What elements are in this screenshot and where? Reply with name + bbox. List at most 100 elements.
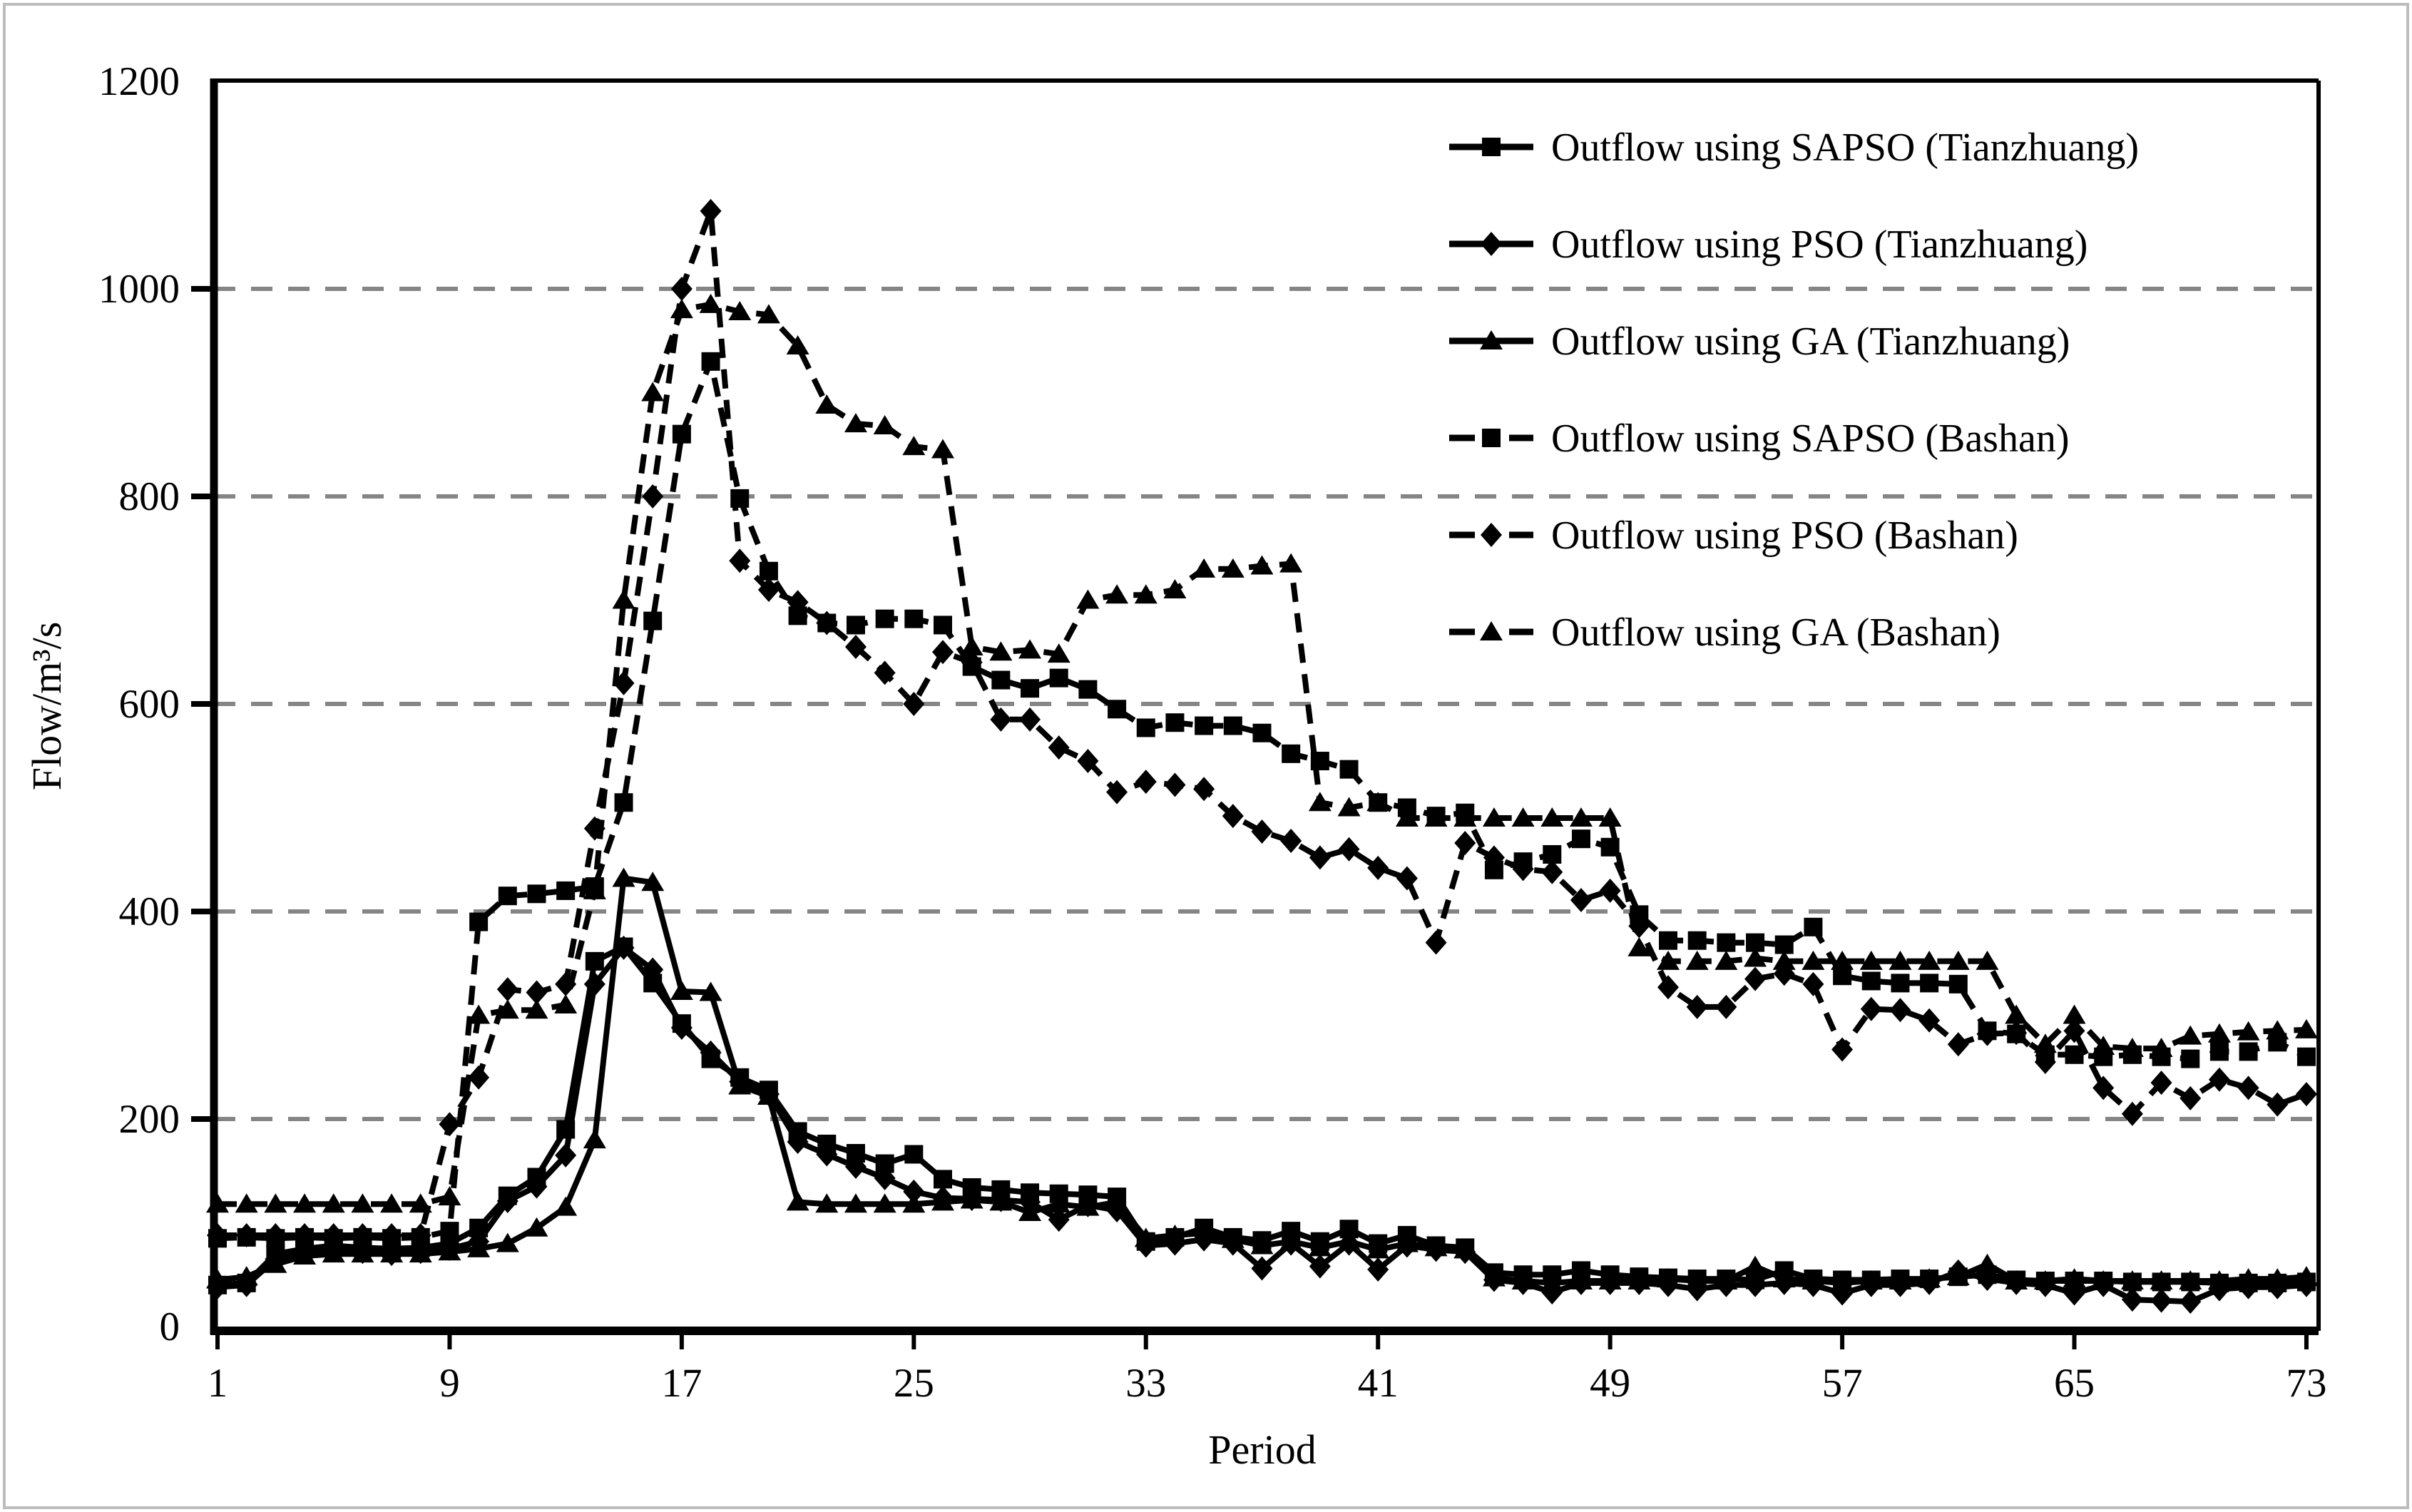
x-tick-label-65: 65 (2054, 1361, 2095, 1406)
marker-diamond (235, 1222, 257, 1247)
marker-diamond (1860, 996, 1882, 1021)
marker-triangle (670, 299, 693, 319)
marker-diamond (1077, 749, 1099, 774)
marker-triangle (2237, 1268, 2260, 1288)
marker-square (1021, 679, 1040, 698)
legend-label-3: Outflow using SAPSO (Bashan) (1551, 417, 2069, 461)
y-tick-label-1200: 1200 (98, 59, 180, 104)
x-tick-label-41: 41 (1358, 1361, 1399, 1406)
marker-square (1108, 700, 1127, 719)
marker-square (440, 1222, 459, 1241)
marker-triangle (322, 1193, 345, 1213)
marker-triangle (786, 335, 809, 355)
marker-diamond (642, 484, 664, 509)
marker-diamond (381, 1222, 403, 1247)
marker-square (759, 561, 778, 581)
marker-triangle (1889, 950, 1912, 970)
marker-diamond (1686, 994, 1708, 1019)
marker-diamond (2063, 1018, 2085, 1043)
marker-triangle (757, 304, 780, 324)
marker-triangle (1772, 1268, 1796, 1288)
marker-triangle (1221, 558, 1245, 578)
marker-diamond (787, 590, 809, 615)
marker-triangle (1598, 1270, 1622, 1289)
marker-triangle (264, 1193, 287, 1213)
marker-diamond (874, 660, 896, 685)
marker-triangle (2033, 1270, 2057, 1289)
marker-square (498, 887, 517, 906)
marker-diamond (1338, 837, 1360, 862)
marker-square (2239, 1042, 2258, 1061)
marker-triangle (1424, 807, 1448, 827)
legend-label-5: Outflow using GA (Bashan) (1551, 611, 2000, 655)
marker-triangle (1279, 553, 1303, 573)
marker-triangle (2005, 1004, 2028, 1024)
marker-diamond (729, 548, 751, 573)
marker-triangle (1134, 584, 1158, 604)
marker-square (1136, 718, 1155, 737)
marker-triangle (206, 1193, 229, 1213)
marker-triangle (699, 981, 722, 1001)
x-tick-label-9: 9 (439, 1361, 460, 1406)
marker-triangle (1105, 1191, 1129, 1211)
marker-triangle (1772, 950, 1796, 970)
y-tick-label-600: 600 (119, 682, 180, 727)
marker-diamond (1048, 1207, 1070, 1232)
marker-triangle (1163, 1224, 1187, 1244)
marker-diamond (265, 1222, 287, 1247)
marker-triangle (496, 1232, 519, 1252)
x-axis-title: Period (1208, 1426, 1316, 1473)
marker-diamond (526, 980, 548, 1005)
marker-triangle (728, 1075, 752, 1095)
marker-triangle (409, 1243, 432, 1263)
marker-triangle (1482, 807, 1506, 827)
marker-triangle (757, 1085, 780, 1105)
marker-triangle (1976, 950, 1999, 970)
marker-diamond (1744, 1272, 1767, 1297)
y-tick-label-200: 200 (119, 1097, 180, 1142)
y-tick-label-800: 800 (119, 474, 180, 519)
marker-triangle (1802, 950, 1825, 970)
marker-diamond (844, 1154, 867, 1179)
marker-triangle (2063, 1268, 2086, 1288)
marker-triangle (1076, 1196, 1100, 1216)
marker-triangle (351, 1193, 374, 1213)
marker-triangle (467, 1237, 491, 1257)
marker-diamond (1222, 804, 1244, 829)
marker-diamond (555, 1143, 577, 1168)
legend-label-4: Outflow using PSO (Bashan) (1551, 514, 2018, 558)
marker-triangle (1134, 1227, 1158, 1247)
marker-diamond (932, 640, 954, 665)
marker-square (904, 609, 924, 628)
marker-triangle (293, 1193, 317, 1213)
x-tick-label-1: 1 (208, 1361, 228, 1406)
marker-diamond (1481, 232, 1502, 256)
marker-triangle (1192, 1222, 1216, 1242)
marker-square (2209, 1042, 2229, 1061)
marker-square (556, 881, 576, 900)
marker-diamond (1193, 777, 1215, 802)
marker-diamond (2150, 1288, 2172, 1313)
marker-square (1804, 917, 1823, 936)
marker-triangle (1946, 1266, 1970, 1286)
marker-triangle (1657, 950, 1680, 970)
x-tick-label-57: 57 (1822, 1361, 1863, 1406)
marker-triangle (2120, 1270, 2144, 1289)
marker-triangle (206, 1269, 229, 1289)
marker-triangle (1076, 589, 1100, 609)
marker-diamond (1976, 1021, 1998, 1046)
marker-square (1948, 974, 1968, 993)
marker-triangle (1627, 936, 1651, 956)
marker-triangle (2033, 1033, 2057, 1053)
marker-diamond (2121, 1101, 2143, 1126)
marker-triangle (670, 981, 693, 1001)
marker-triangle (1453, 807, 1477, 827)
marker-triangle (1366, 792, 1390, 812)
marker-diamond (2208, 1067, 2230, 1092)
figure-border (3, 3, 2409, 1509)
marker-triangle (1047, 643, 1070, 663)
marker-triangle (1453, 1239, 1477, 1259)
marker-triangle (1511, 1270, 1535, 1289)
marker-triangle (902, 436, 926, 456)
marker-triangle (438, 1186, 461, 1206)
